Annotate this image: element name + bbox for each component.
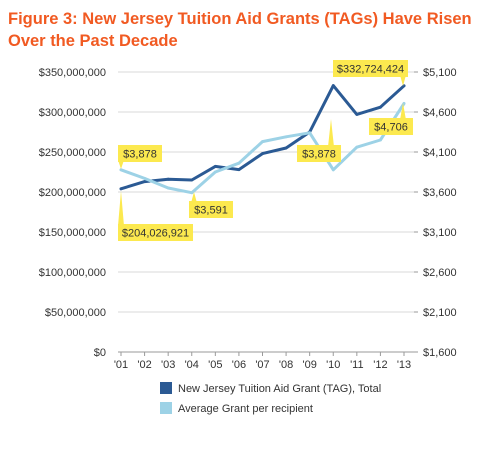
right-tick-label: $2,100 bbox=[423, 307, 457, 319]
left-tick-label: $0 bbox=[94, 347, 106, 359]
average-grant-point bbox=[119, 168, 123, 172]
x-axis: '01 '02 '03 '04 '05 '06 '07 '08 '09 '10 '11 '12 '13 bbox=[114, 352, 411, 371]
legend-swatch-tag-total bbox=[160, 382, 172, 394]
average-grant-point bbox=[355, 145, 359, 149]
average-grant-point bbox=[308, 131, 312, 135]
callout-box bbox=[118, 224, 193, 241]
average-grant-point bbox=[379, 138, 382, 142]
callout-pointer bbox=[118, 191, 124, 226]
tag-total-line bbox=[119, 84, 406, 191]
callout: $3,878 bbox=[118, 145, 162, 169]
tag-total-point bbox=[331, 84, 335, 87]
callouts: $3,878 $204,026,921 $3,591 $3,878 $332,724,4… bbox=[118, 60, 413, 241]
series-lines bbox=[119, 84, 406, 195]
left-tick-label: $100,000,000 bbox=[39, 267, 106, 279]
left-tick-label: $250,000,000 bbox=[39, 147, 106, 159]
average-grant-point bbox=[261, 140, 264, 144]
tag-total-point bbox=[190, 178, 194, 182]
callout-label: $204,026,921 bbox=[122, 228, 189, 240]
average-grant-point bbox=[284, 135, 288, 139]
callout-pointer bbox=[118, 160, 124, 169]
x-tick-label: '05 bbox=[208, 359, 222, 371]
chart-title: Figure 3: New Jersey Tuition Aid Grants … bbox=[8, 10, 472, 50]
right-tick-label: $4,100 bbox=[423, 147, 457, 159]
callout: $3,591 bbox=[189, 192, 233, 218]
left-axis: $0 $50,000,000 $100,000,000 $150,000,000 $20… bbox=[39, 67, 106, 359]
right-tick-label: $3,600 bbox=[423, 187, 457, 199]
x-tick-label: '02 bbox=[137, 359, 151, 371]
x-tick-label: '11 bbox=[350, 359, 364, 371]
callout-label: $3,878 bbox=[123, 149, 157, 161]
callout-label: $3,591 bbox=[194, 205, 228, 217]
callout-box bbox=[118, 145, 162, 162]
tag-total-point bbox=[119, 187, 123, 191]
callout-box bbox=[297, 145, 341, 162]
average-grant-point bbox=[402, 102, 406, 105]
average-grant-point bbox=[190, 191, 194, 195]
x-tick-label: '09 bbox=[302, 359, 316, 371]
average-grant-point bbox=[331, 168, 335, 172]
left-tick-label: $50,000,000 bbox=[45, 307, 106, 319]
legend-label-average-grant: Average Grant per recipient bbox=[178, 403, 313, 415]
tag-total-point bbox=[261, 152, 264, 156]
right-axis: $1,600 $2,100 $2,600 $3,100 $3,600 $4,100 $4,6… bbox=[414, 67, 457, 359]
callout: $204,026,921 bbox=[118, 191, 193, 241]
callout-pointer bbox=[400, 103, 406, 120]
x-tick-label: '12 bbox=[373, 359, 387, 371]
right-tick-label: $5,100 bbox=[423, 67, 457, 79]
left-tick-label: $200,000,000 bbox=[39, 187, 106, 199]
tag-total-point bbox=[284, 146, 288, 150]
average-grant-point bbox=[237, 161, 241, 165]
callout-pointer bbox=[328, 119, 334, 147]
average-grant-point bbox=[213, 170, 217, 174]
x-tick-label: '01 bbox=[114, 359, 128, 371]
tag-total-point bbox=[143, 180, 146, 184]
x-tick-label: '08 bbox=[279, 359, 293, 371]
x-tick-label: '13 bbox=[397, 359, 411, 371]
callout: $332,724,424 bbox=[333, 60, 408, 86]
callout-pointer bbox=[400, 75, 406, 86]
x-tick-label: '03 bbox=[161, 359, 175, 371]
left-tick-label: $300,000,000 bbox=[39, 107, 106, 119]
right-tick-label: $3,100 bbox=[423, 227, 457, 239]
tag-total-point bbox=[213, 165, 217, 168]
right-tick-label: $4,600 bbox=[423, 107, 457, 119]
tag-total-point bbox=[402, 84, 406, 88]
left-tick-label: $150,000,000 bbox=[39, 227, 106, 239]
legend-label-tag-total: New Jersey Tuition Aid Grant (TAG), Tota… bbox=[178, 383, 381, 395]
average-grant-point bbox=[143, 177, 146, 180]
legend: New Jersey Tuition Aid Grant (TAG), Tota… bbox=[160, 382, 381, 415]
x-tick-label: '04 bbox=[185, 359, 199, 371]
right-tick-label: $1,600 bbox=[423, 347, 457, 359]
legend-swatch-average-grant bbox=[160, 402, 172, 414]
x-tick-label: '06 bbox=[232, 359, 246, 371]
right-tick-label: $2,600 bbox=[423, 267, 457, 279]
tag-total-point bbox=[237, 168, 241, 172]
callout-box bbox=[189, 201, 233, 218]
callout-label: $3,878 bbox=[302, 149, 336, 161]
grid-lines bbox=[118, 71, 414, 353]
callout: $3,878 bbox=[297, 119, 341, 162]
callout-label: $4,706 bbox=[374, 122, 408, 134]
tag-total-point bbox=[379, 105, 382, 109]
callout-box bbox=[333, 60, 408, 77]
callout-box bbox=[369, 118, 413, 135]
x-tick-label: '10 bbox=[326, 359, 340, 371]
tag-total-point bbox=[166, 177, 170, 181]
callout: $4,706 bbox=[369, 103, 413, 135]
x-tick-label: '07 bbox=[255, 359, 269, 371]
tag-total-point bbox=[355, 113, 359, 116]
callout-pointer bbox=[191, 192, 197, 203]
average-grant-point bbox=[166, 186, 170, 190]
callout-label: $332,724,424 bbox=[337, 64, 404, 76]
left-tick-label: $350,000,000 bbox=[39, 67, 106, 79]
